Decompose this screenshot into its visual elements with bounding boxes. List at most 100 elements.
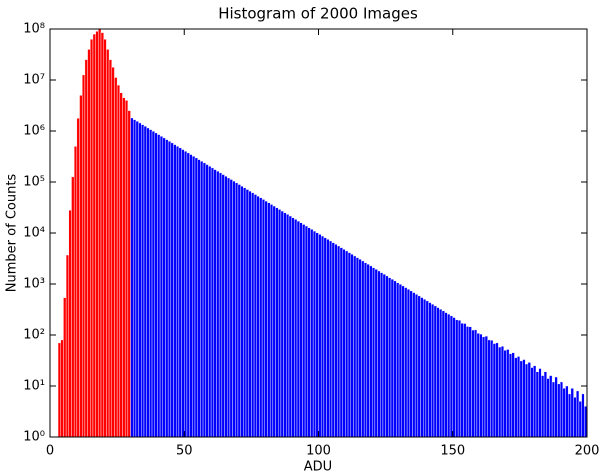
- x-tick-label: 200: [575, 444, 600, 459]
- bar: [468, 326, 472, 438]
- bar: [291, 217, 295, 438]
- bar: [412, 292, 416, 438]
- bar: [377, 270, 381, 438]
- bar: [294, 219, 298, 438]
- bar: [194, 157, 198, 438]
- bar: [65, 254, 69, 438]
- bar: [245, 189, 249, 438]
- bar: [525, 363, 529, 438]
- x-axis-label: ADU: [304, 460, 332, 475]
- bar: [229, 179, 233, 438]
- bar: [474, 329, 478, 438]
- bar: [339, 247, 343, 438]
- bar: [259, 197, 263, 438]
- bar: [447, 313, 451, 438]
- bar: [256, 195, 260, 438]
- bar: [374, 269, 378, 438]
- bar: [157, 134, 161, 438]
- bar: [304, 225, 308, 438]
- bar: [484, 335, 488, 438]
- x-tick-label: 150: [440, 444, 465, 459]
- bar: [127, 110, 131, 438]
- bar: [100, 32, 104, 438]
- bar: [76, 118, 80, 438]
- bar: [269, 204, 274, 438]
- bar: [124, 100, 129, 438]
- bar: [465, 326, 470, 438]
- bar: [350, 254, 354, 438]
- bar: [143, 126, 147, 438]
- bar: [519, 360, 523, 438]
- bar: [235, 182, 239, 438]
- bar: [299, 222, 303, 438]
- bar: [288, 215, 292, 438]
- bar: [197, 159, 201, 438]
- bar: [433, 305, 437, 438]
- bar: [278, 209, 282, 438]
- bar: [565, 385, 569, 438]
- bar: [243, 187, 247, 438]
- bar: [506, 349, 510, 438]
- bar: [181, 149, 185, 438]
- bar: [476, 333, 480, 438]
- bar: [154, 132, 158, 438]
- bar: [323, 237, 327, 438]
- bar: [267, 202, 271, 438]
- bar: [151, 131, 155, 438]
- bar: [216, 170, 220, 438]
- bar: [92, 33, 96, 438]
- bar: [106, 49, 110, 438]
- bar: [495, 342, 499, 438]
- bar: [498, 346, 502, 438]
- x-tick-label: 100: [306, 444, 331, 459]
- bar: [331, 242, 335, 438]
- bar: [221, 174, 225, 438]
- bar: [576, 390, 580, 438]
- bar: [533, 365, 537, 438]
- bar: [60, 339, 64, 438]
- y-axis-label: Number of Counts: [5, 174, 20, 293]
- bar: [184, 151, 188, 438]
- bar: [286, 214, 290, 438]
- bar: [372, 267, 376, 438]
- bar: [119, 92, 123, 438]
- bar: [425, 300, 429, 438]
- bar: [390, 279, 394, 438]
- bar: [133, 119, 137, 438]
- chart-title: Histogram of 2000 Images: [218, 5, 418, 23]
- bar: [315, 232, 319, 438]
- bar: [116, 84, 121, 438]
- bar: [546, 378, 550, 438]
- bar: [409, 290, 413, 438]
- bar: [514, 357, 518, 438]
- bar: [568, 393, 572, 438]
- bar: [522, 359, 526, 438]
- bar: [573, 397, 577, 438]
- bar: [355, 257, 359, 438]
- bar: [366, 264, 370, 438]
- bar: [342, 249, 346, 438]
- bar: [108, 59, 112, 438]
- bar: [162, 137, 166, 438]
- bar: [460, 323, 464, 438]
- y-tick-label: 10¹: [23, 379, 45, 394]
- bar: [543, 371, 547, 438]
- y-tick-label: 10⁸: [23, 22, 45, 37]
- bar: [178, 147, 182, 438]
- y-tick-label: 10⁶: [23, 124, 45, 139]
- bar: [98, 28, 102, 438]
- bar: [380, 272, 384, 438]
- bar: [320, 235, 325, 438]
- bar: [111, 67, 115, 438]
- bar: [261, 199, 265, 438]
- bar: [224, 175, 228, 438]
- bar: [329, 240, 333, 438]
- bar: [490, 340, 494, 438]
- bar: [334, 244, 338, 438]
- bar: [401, 285, 405, 438]
- bar: [562, 388, 566, 438]
- bar: [347, 252, 351, 438]
- bar: [232, 180, 236, 438]
- bar: [382, 274, 386, 438]
